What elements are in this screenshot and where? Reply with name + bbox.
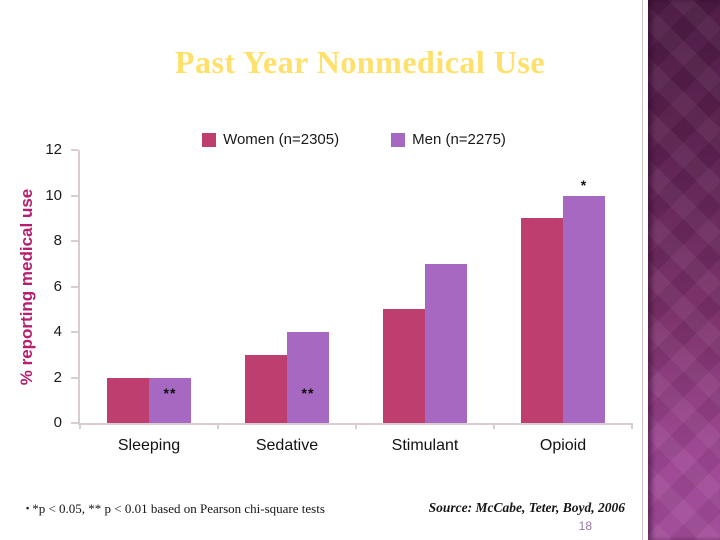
y-tick-label: 10 xyxy=(45,186,62,204)
significance-annotation: ** xyxy=(301,385,315,402)
legend-label-men: Men (n=2275) xyxy=(412,131,506,148)
significance-annotation: * xyxy=(580,177,588,194)
bar-women-sedative xyxy=(245,354,287,423)
y-tick-mark xyxy=(71,331,78,333)
legend-item-men: Men (n=2275) xyxy=(391,131,506,148)
y-tick-label: 2 xyxy=(53,368,62,386)
decorative-sidebar xyxy=(648,0,720,540)
x-tick-mark xyxy=(493,423,495,429)
source-citation: Source: McCabe, Teter, Boyd, 2006 xyxy=(428,500,625,515)
category-label-sleeping: Sleeping xyxy=(117,437,181,454)
bar-women-stimulant xyxy=(383,309,425,423)
x-tick-mark xyxy=(355,423,357,429)
bar-men-sleeping xyxy=(149,377,191,423)
bar-women-opioid xyxy=(521,218,563,423)
bar-men-opioid xyxy=(563,195,605,423)
y-tick-mark xyxy=(71,285,78,288)
plot-area: 0 2 4 6 8 10 12 Sleeping Sedative Stimulant Opioid… xyxy=(45,141,633,454)
y-tick-mark xyxy=(71,240,78,242)
y-tick-label: 8 xyxy=(53,232,62,249)
legend-item-women: Women (n=2305) xyxy=(202,131,339,148)
page-number: 18 xyxy=(578,519,592,533)
bar-men-stimulant xyxy=(425,263,467,423)
x-tick-mark xyxy=(217,423,219,429)
footnote: ▪ *p < 0.05, ** p < 0.01 based on Pearson… xyxy=(26,501,325,517)
sidebar-edge xyxy=(642,0,648,540)
slide-title: Past Year Nonmedical Use xyxy=(174,44,546,80)
category-label-opioid: Opioid xyxy=(539,437,587,454)
y-tick-mark xyxy=(71,376,78,379)
legend-label-women: Women (n=2305) xyxy=(223,131,340,148)
y-tick-mark xyxy=(71,194,78,197)
y-tick-label: 6 xyxy=(53,277,62,295)
men-swatch-icon xyxy=(391,132,406,147)
bar-women-sleeping xyxy=(107,377,149,423)
y-tick-label: 4 xyxy=(53,323,62,340)
x-tick-mark xyxy=(631,423,633,429)
women-swatch-icon xyxy=(202,132,217,147)
category-label-sedative: Sedative xyxy=(255,437,319,454)
x-tick-mark xyxy=(79,423,81,429)
y-tick-label: 12 xyxy=(45,141,62,158)
category-label-stimulant: Stimulant xyxy=(391,437,459,454)
y-tick-mark xyxy=(71,149,78,151)
y-tick-label: 0 xyxy=(53,414,62,431)
bullet-icon: ▪ xyxy=(26,503,30,513)
y-tick-mark xyxy=(71,422,78,424)
footnote-text: *p < 0.05, ** p < 0.01 based on Pearson … xyxy=(32,501,325,516)
chart-legend: Women (n=2305) Men (n=2275) xyxy=(78,131,630,148)
significance-annotation: ** xyxy=(163,385,177,402)
bar-men-sedative xyxy=(287,332,329,423)
